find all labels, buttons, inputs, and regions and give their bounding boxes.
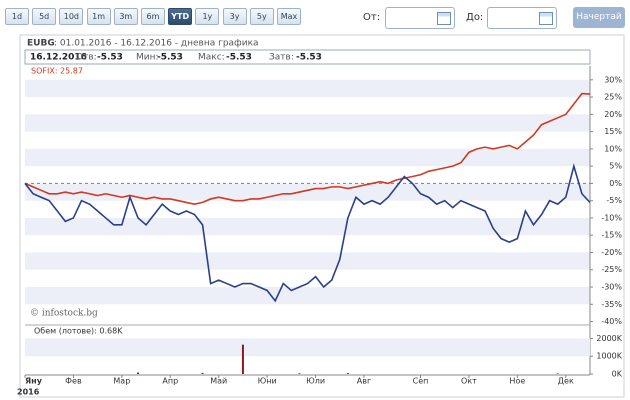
stripe <box>25 338 590 357</box>
watermark: © infostock.bg <box>30 309 98 319</box>
stripe <box>25 287 590 305</box>
info-high-label: Макс: <box>198 53 225 63</box>
volume-bar <box>241 344 244 374</box>
x-tick-label: Яну <box>25 377 43 386</box>
range-button[interactable]: 6m <box>141 8 165 25</box>
stripe <box>25 183 590 201</box>
chart-title: : 01.01.2016 - 16.12.2016 - дневна графи… <box>54 39 259 49</box>
from-label: От: <box>363 12 381 23</box>
x-tick-label: Мар <box>113 377 130 386</box>
y-tick-label: 10% <box>604 144 622 153</box>
y-tick-label: 2000K <box>596 334 622 343</box>
y-tick-label: 25% <box>604 93 622 102</box>
to-label: До: <box>466 12 484 23</box>
y-tick-label: 20% <box>604 110 622 119</box>
range-button[interactable]: 1m <box>86 8 111 25</box>
range-button[interactable]: 10d <box>59 8 84 25</box>
y-tick-label: -10% <box>601 213 622 222</box>
range-button[interactable]: Max <box>277 8 301 25</box>
info-open: -5.53 <box>97 53 123 63</box>
chart-frame <box>19 34 625 398</box>
range-button[interactable]: 1y <box>195 8 220 25</box>
range-button[interactable]: 3m <box>113 8 138 25</box>
y-tick-label: 1000K <box>596 352 622 361</box>
range-button[interactable]: 1d <box>5 8 29 25</box>
y-tick-label: 0K <box>612 370 623 379</box>
y-tick-label: 5% <box>609 162 622 171</box>
x-tick-label: Окт <box>461 377 477 386</box>
volume-bar <box>298 373 301 374</box>
volume-bar <box>346 373 349 374</box>
info-open-label: Отв: <box>76 53 97 63</box>
y-tick-label: -30% <box>601 283 622 292</box>
y-tick-label: -40% <box>601 317 622 326</box>
info-high: -5.53 <box>226 53 252 63</box>
x-tick-label: Ное <box>509 377 525 386</box>
y-tick-label: 15% <box>604 127 622 136</box>
volume-bar <box>556 373 559 374</box>
volume-bar <box>201 372 204 374</box>
info-close: -5.53 <box>296 53 322 63</box>
x-tick-label: Юни <box>258 377 277 386</box>
stripe <box>25 79 590 98</box>
submit-button[interactable]: Начертай <box>573 7 625 28</box>
x-tick-label: Фев <box>65 377 82 386</box>
x-tick-label: Сеп <box>413 377 429 386</box>
stripe <box>25 252 590 270</box>
calendar-icon[interactable] <box>437 12 451 25</box>
info-low: -5.53 <box>157 53 183 63</box>
stripe <box>25 148 590 167</box>
range-button[interactable]: 5y <box>249 8 274 25</box>
year-label: 2016 <box>17 388 40 397</box>
range-button[interactable]: YTD <box>168 8 193 25</box>
range-button[interactable]: 5d <box>32 8 57 25</box>
x-tick-label: Дек <box>558 377 574 386</box>
info-date: 16.12.2016 <box>30 53 87 63</box>
legend: SOFIX: 25.87 <box>31 67 83 76</box>
volume-bar <box>137 372 139 374</box>
y-tick-label: -25% <box>601 265 622 274</box>
from-input[interactable] <box>385 7 455 29</box>
calendar-icon[interactable] <box>539 12 553 25</box>
info-box <box>24 49 591 65</box>
y-tick-label: 30% <box>604 75 622 84</box>
x-tick-label: Авг <box>357 377 371 386</box>
stripe <box>25 114 590 132</box>
volume-label: Обем (лотове): 0.68K <box>34 327 123 336</box>
y-tick-label: -20% <box>601 248 622 257</box>
x-tick-label: Май <box>210 377 227 386</box>
y-tick-label: -35% <box>601 300 622 309</box>
range-button[interactable]: 3y <box>222 8 247 25</box>
x-tick-label: Апр <box>162 377 178 386</box>
y-tick-label: 0% <box>609 179 622 188</box>
to-input[interactable] <box>487 7 557 29</box>
info-low-label: Мин: <box>136 53 159 63</box>
info-close-label: Затв: <box>269 53 294 63</box>
y-tick-label: -15% <box>601 231 622 240</box>
y-tick-label: -5% <box>606 196 622 205</box>
plot: 30% 25% 20% 15% 10% 5% 0% -5% -10% -15% -20% -25% -3… <box>17 66 623 397</box>
symbol: EUBG <box>27 39 55 49</box>
stripe <box>25 217 590 236</box>
x-tick-label: Юли <box>306 377 325 386</box>
series-line <box>24 163 591 303</box>
series-line <box>24 92 591 205</box>
